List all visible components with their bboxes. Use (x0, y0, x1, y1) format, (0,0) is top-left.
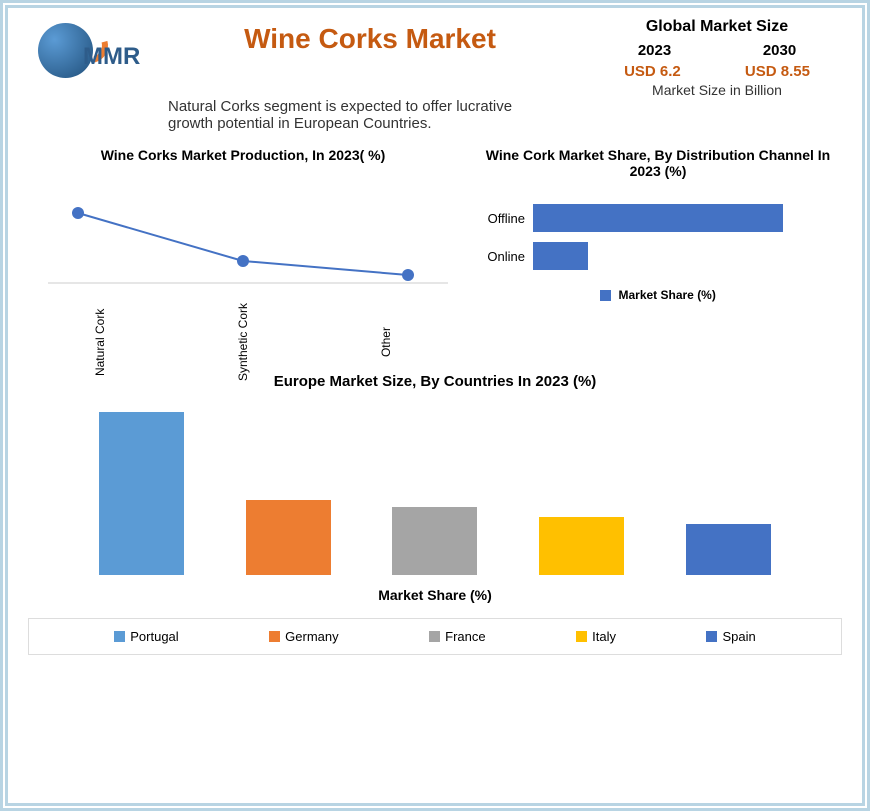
legend-square-icon (600, 290, 611, 301)
page-title: Wine Corks Market (148, 23, 592, 55)
legend-color-icon (114, 631, 125, 642)
legend-color-icon (269, 631, 280, 642)
legend-color-icon (576, 631, 587, 642)
market-size-panel: Global Market Size 2023 2030 USD 6.2 USD… (592, 18, 842, 98)
distribution-chart: Wine Cork Market Share, By Distribution … (478, 147, 838, 348)
legend-item: Portugal (114, 629, 178, 644)
legend-item: Spain (706, 629, 755, 644)
bar-column (238, 405, 338, 575)
bar-column (385, 405, 485, 575)
legend-label: Portugal (130, 629, 178, 644)
hbar-row: Online (478, 242, 838, 270)
bar-rect (392, 507, 477, 575)
legend-label: Spain (722, 629, 755, 644)
bar-column (532, 405, 632, 575)
x-axis-label: Other (379, 303, 393, 381)
bar-rect (686, 524, 771, 575)
line-chart-svg (28, 173, 458, 293)
legend-color-icon (706, 631, 717, 642)
bar-rect (246, 500, 331, 575)
data-point (402, 269, 414, 281)
europe-chart: Europe Market Size, By Countries In 2023… (28, 373, 842, 655)
bar-rect (99, 412, 184, 575)
logo-text: MMR (83, 43, 140, 71)
distribution-chart-title: Wine Cork Market Share, By Distribution … (478, 147, 838, 179)
legend-label: Italy (592, 629, 616, 644)
hbar-fill (533, 242, 588, 270)
market-size-unit: Market Size in Billion (592, 82, 842, 98)
data-point (72, 207, 84, 219)
x-axis-label: Synthetic Cork (236, 303, 250, 381)
market-size-label: Global Market Size (592, 18, 842, 36)
legend-color-icon (429, 631, 440, 642)
bar-rect (539, 517, 624, 575)
legend-item: Germany (269, 629, 338, 644)
hbar-row: Offline (478, 204, 838, 232)
hbar-label: Offline (478, 211, 533, 226)
value-b: USD 8.55 (745, 63, 810, 80)
logo: MMR (28, 18, 148, 98)
legend-item: France (429, 629, 485, 644)
legend-item: Italy (576, 629, 616, 644)
bar-column (679, 405, 779, 575)
distribution-legend-label: Market Share (%) (618, 288, 715, 302)
europe-axis-label: Market Share (%) (28, 587, 842, 603)
legend-label: France (445, 629, 485, 644)
distribution-legend: Market Share (%) (478, 288, 838, 302)
legend-label: Germany (285, 629, 338, 644)
data-point (237, 255, 249, 267)
year-a: 2023 (638, 42, 671, 59)
x-axis-label: Natural Cork (93, 303, 107, 381)
hbar-label: Online (478, 249, 533, 264)
hbar-fill (533, 204, 783, 232)
production-chart: Wine Corks Market Production, In 2023( %… (28, 147, 458, 348)
production-chart-title: Wine Corks Market Production, In 2023( %… (28, 147, 458, 163)
subtitle: Natural Corks segment is expected to off… (168, 98, 548, 132)
value-a: USD 6.2 (624, 63, 681, 80)
year-b: 2030 (763, 42, 796, 59)
europe-legend: Portugal Germany France Italy Spain (28, 618, 842, 655)
bar-column (91, 405, 191, 575)
